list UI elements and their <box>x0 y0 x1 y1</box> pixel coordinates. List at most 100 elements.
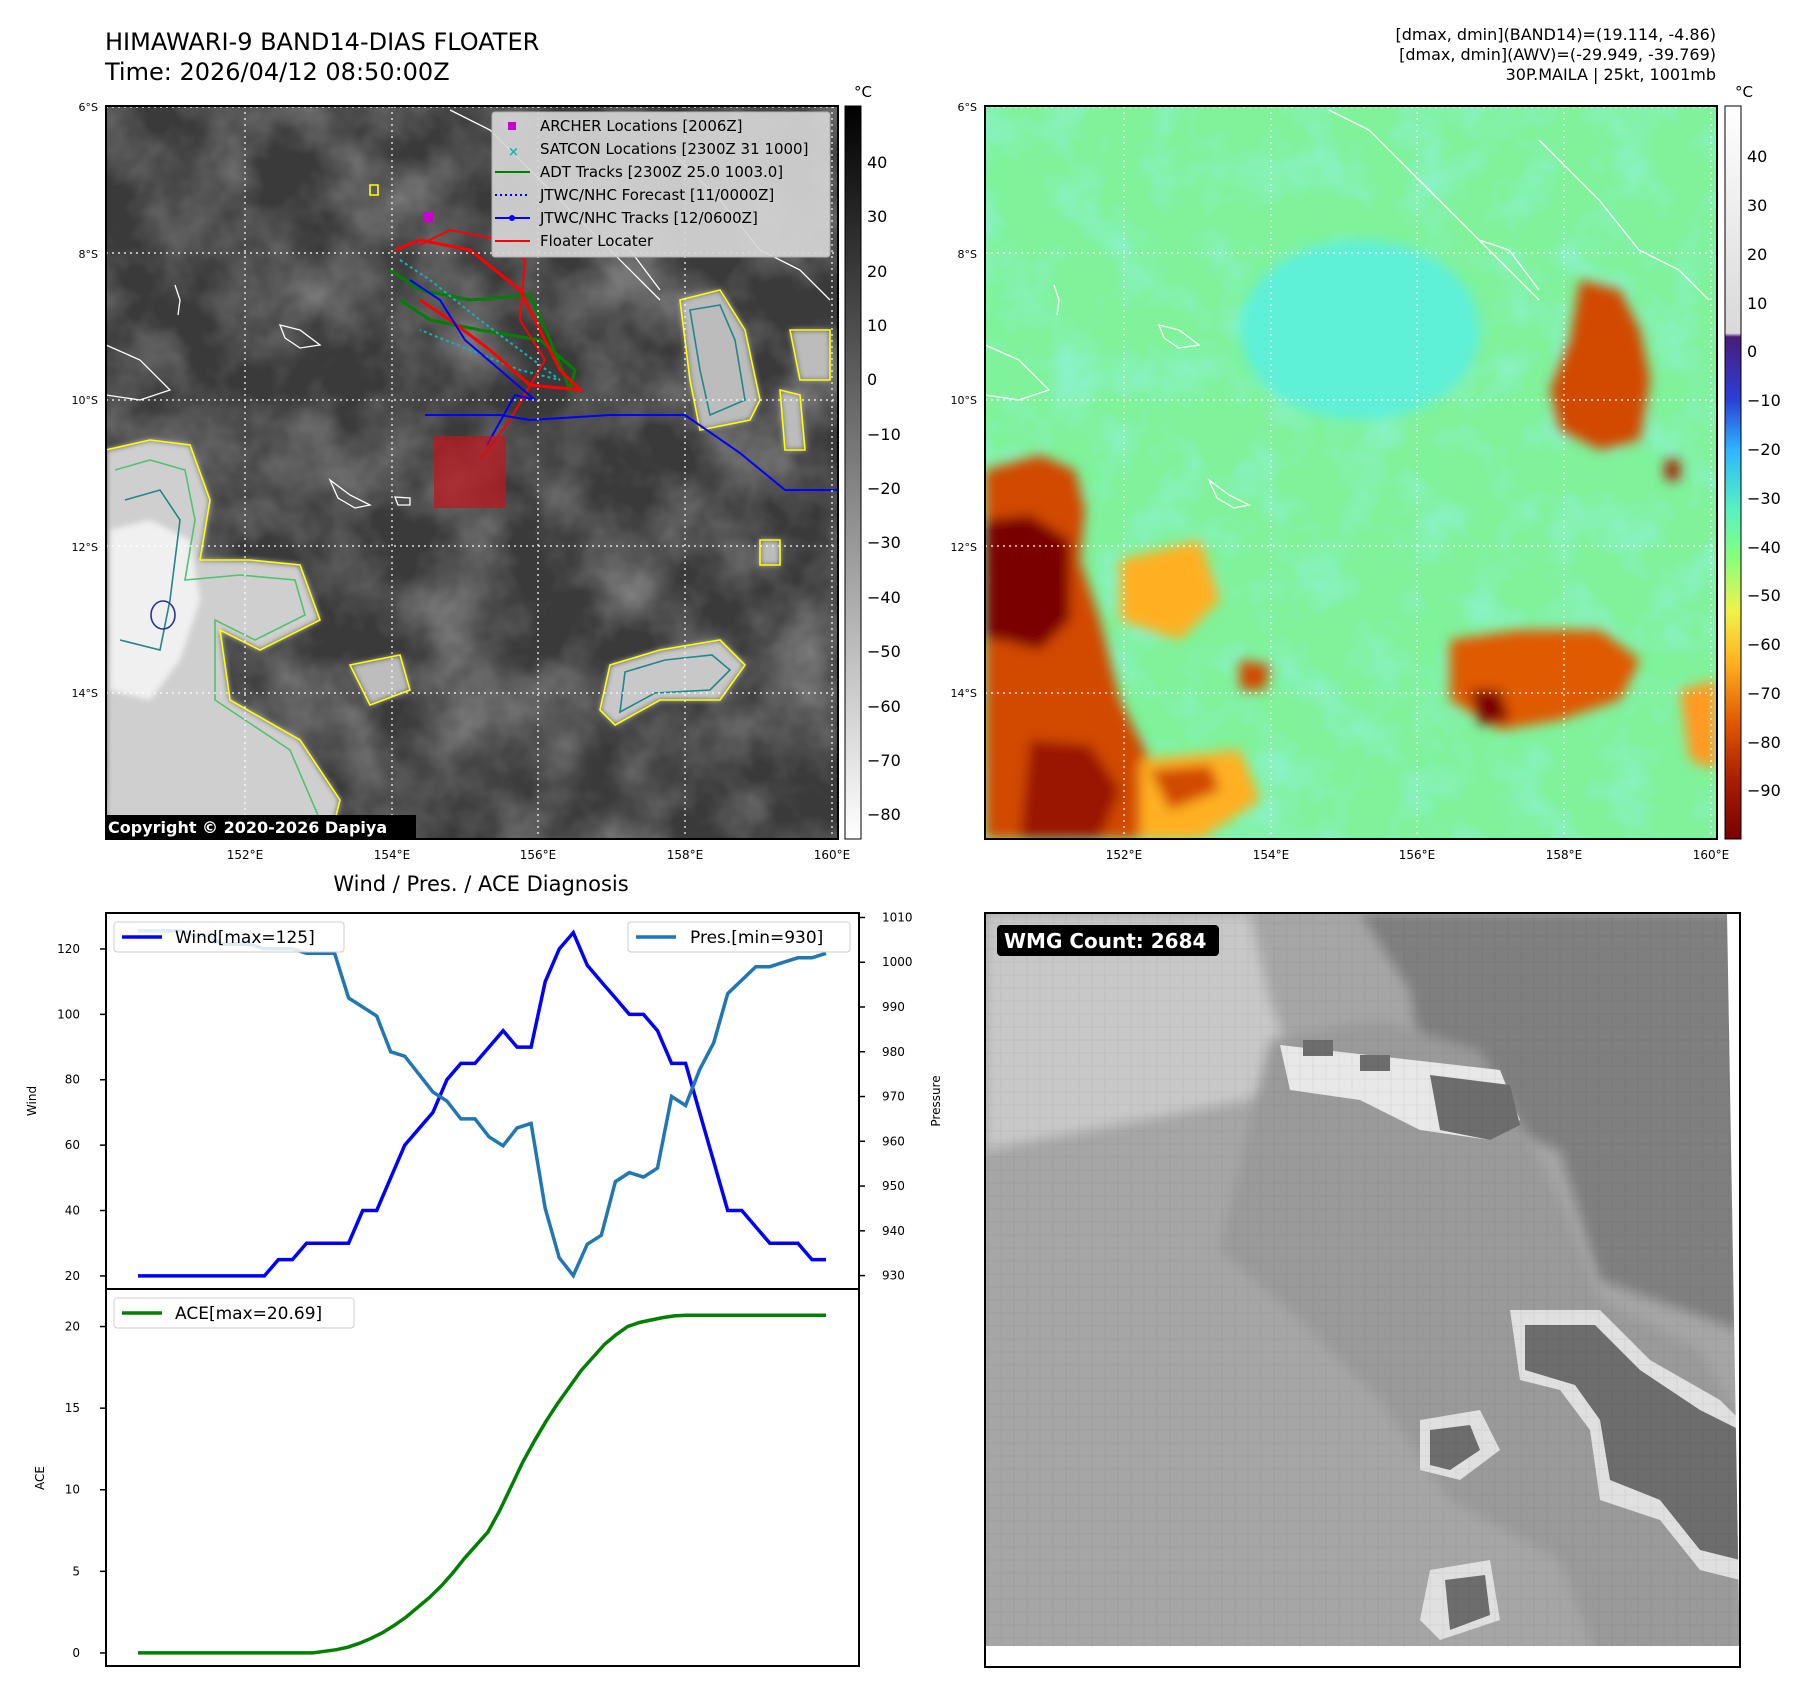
ir-map: Copyright © 2020-2026 Dapiya 6°S 8°S 10°… <box>72 83 901 862</box>
archer-marker-icon <box>508 122 516 130</box>
awv-colorbar-tick: −90 <box>1747 781 1781 800</box>
pressure-tick-label: 960 <box>882 1134 905 1148</box>
pressure-tick-label: 990 <box>882 1000 905 1014</box>
awv-lon-label: 154°E <box>1253 848 1290 862</box>
ace-plot-frame <box>105 1288 860 1667</box>
pressure-tick-label: 930 <box>882 1269 905 1283</box>
ir-lat-label: 12°S <box>72 541 98 554</box>
awv-lat-label: 8°S <box>958 248 977 261</box>
wind-tick-label: 120 <box>57 942 80 956</box>
ir-lat-label: 14°S <box>72 687 98 700</box>
ir-tracks <box>389 212 838 508</box>
ir-colorbar-tick: −40 <box>867 588 901 607</box>
ir-colorbar-tick: −20 <box>867 479 901 498</box>
ir-colorbar-tick: 40 <box>867 153 887 172</box>
ir-colorbar-tick: −70 <box>867 751 901 770</box>
wind-legend-label: Wind[max=125] <box>175 928 315 948</box>
ace-tick-label: 15 <box>65 1401 80 1415</box>
pressure-legend: Pres.[min=930] <box>627 921 851 953</box>
ace-legend-label: ACE[max=20.69] <box>175 1304 322 1324</box>
legend-label: SATCON Locations [2300Z 31 1000] <box>540 140 808 158</box>
ir-lon-label: 156°E <box>520 848 557 862</box>
legend-label: ADT Tracks [2300Z 25.0 1003.0] <box>540 163 783 181</box>
wmg-count-box <box>997 925 1219 956</box>
figure-time: Time: 2026/04/12 08:50:00Z <box>104 58 450 86</box>
awv-lon-label: 156°E <box>1399 848 1436 862</box>
wind-tick-label: 100 <box>57 1007 80 1021</box>
pressure-legend-box <box>627 921 851 953</box>
ir-lon-label: 160°E <box>814 848 851 862</box>
ir-colorbar-tick: 10 <box>867 316 887 335</box>
archer-location-marker <box>423 212 433 222</box>
awv-lat-labels: 6°S 8°S 10°S 12°S 14°S <box>951 101 977 700</box>
ir-cold-clouds <box>106 290 830 839</box>
awv-lat-label: 14°S <box>951 687 977 700</box>
awv-colorbar-tick: −60 <box>1747 635 1781 654</box>
ir-contours <box>106 184 831 839</box>
ir-lon-label: 158°E <box>667 848 704 862</box>
awv-lat-label: 6°S <box>958 101 977 114</box>
wind-axis-label: Wind <box>25 1086 39 1116</box>
legend-label: ARCHER Locations [2006Z] <box>540 117 743 135</box>
wmg-blank-edge <box>1727 913 1740 1667</box>
ace-chart: 0 5 10 15 20 ACE ACE[max=20.69] <box>33 1288 860 1667</box>
ace-tick-label: 0 <box>72 1646 80 1660</box>
pressure-tick-label: 980 <box>882 1045 905 1059</box>
awv-colorbar-unit: °C <box>1735 83 1753 101</box>
copyright-text: Copyright © 2020-2026 Dapiya <box>108 818 387 837</box>
ace-tick-label: 5 <box>72 1564 80 1578</box>
awv-colorbar-tick: −50 <box>1747 586 1781 605</box>
awv-colorbar-tick: −40 <box>1747 538 1781 557</box>
ir-map-frame <box>105 105 839 840</box>
wind-tick-label: 80 <box>65 1073 80 1087</box>
wmg-count-label: WMG Count: 2684 <box>1004 929 1206 953</box>
ir-legend-box <box>491 111 831 258</box>
wind-tick-label: 40 <box>65 1204 80 1218</box>
legend-label: Floater Locater <box>540 232 654 250</box>
awv-colorbar-tick: −20 <box>1747 440 1781 459</box>
awv-colorbar-tick: 10 <box>1747 294 1767 313</box>
copyright-box <box>106 815 416 839</box>
ir-colorbar-ticks: 40 30 20 10 0 −10 −20 −30 −40 −50 −60 −7… <box>867 153 901 824</box>
wmg-frame <box>984 912 1741 1668</box>
pressure-legend-label: Pres.[min=930] <box>690 928 823 948</box>
awv-dry-region <box>1240 240 1480 420</box>
ir-gridlines <box>106 106 838 839</box>
awv-colorbar-tick: −30 <box>1747 489 1781 508</box>
legend-label: JTWC/NHC Tracks [12/0600Z] <box>539 209 758 227</box>
wind-axis-ticks: 20 40 60 80 100 120 <box>57 942 106 1283</box>
ir-colorbar-tick: −10 <box>867 425 901 444</box>
floater-locator-box <box>434 436 506 508</box>
ir-lat-label: 8°S <box>79 248 98 261</box>
ir-colorbar: °C 40 30 20 10 0 −10 −20 −30 −40 −50 −60… <box>844 83 901 840</box>
ace-axis-label: ACE <box>33 1466 47 1490</box>
ir-legend: × ARCHER Locations [2006Z] SATCON Locati… <box>491 111 831 258</box>
wmg-blank-strip <box>985 1646 1740 1667</box>
diagnosis-title: Wind / Pres. / ACE Diagnosis <box>333 872 628 896</box>
awv-lon-label: 158°E <box>1546 848 1583 862</box>
awv-lon-label: 152°E <box>1106 848 1143 862</box>
awv-lat-label: 10°S <box>951 394 977 407</box>
satcon-marker-icon: × <box>508 145 519 160</box>
ace-tick-label: 10 <box>65 1483 80 1497</box>
pressure-tick-label: 950 <box>882 1179 905 1193</box>
wind-legend: Wind[max=125] <box>113 921 345 953</box>
ir-colorbar-tick: 30 <box>867 207 887 226</box>
awv-colorbar-tick: −80 <box>1747 733 1781 752</box>
pressure-tick-label: 970 <box>882 1090 905 1104</box>
pressure-tick-label: 940 <box>882 1224 905 1238</box>
ir-colorbar-tick: −80 <box>867 805 901 824</box>
wind-plot-frame <box>105 912 860 1290</box>
tracks-dot-icon <box>509 215 515 221</box>
awv-colorbar-tick: 30 <box>1747 196 1767 215</box>
pressure-axis-ticks: 930 940 950 960 970 980 990 1000 1010 <box>859 910 913 1283</box>
awv-colorbar-tick: 20 <box>1747 245 1767 264</box>
wind-tick-label: 60 <box>65 1138 80 1152</box>
awv-lon-labels: 152°E 154°E 156°E 158°E 160°E <box>1106 848 1730 862</box>
ace-series-line <box>138 1313 826 1655</box>
awv-convection <box>985 280 1717 839</box>
pressure-tick-label: 1000 <box>882 955 913 969</box>
ace-tick-label: 20 <box>65 1320 80 1334</box>
ir-lon-labels: 152°E 154°E 156°E 158°E 160°E <box>227 848 851 862</box>
